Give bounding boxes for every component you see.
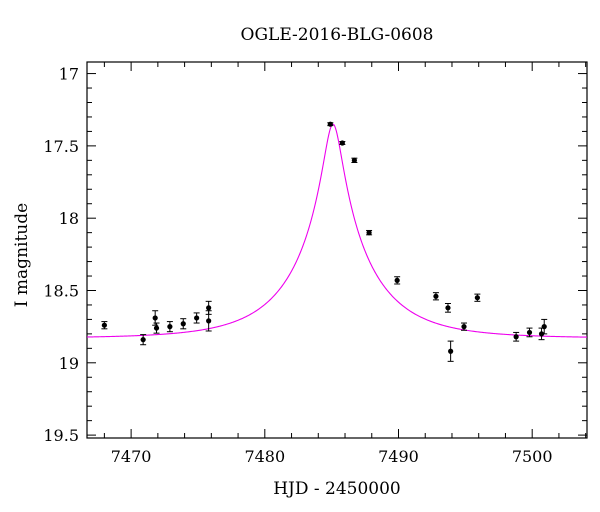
- data-point: [140, 337, 146, 343]
- data-point: [167, 324, 173, 330]
- plot-area: 7470 7480 7490 7500 17 17.5 18 18.5 19 19.5: [43, 61, 588, 466]
- y-tick-label: 17: [59, 65, 79, 84]
- x-tick-label: 7470: [111, 447, 152, 466]
- y-tick-label: 17.5: [43, 137, 79, 156]
- data-point: [461, 324, 467, 330]
- data-point: [448, 348, 454, 354]
- data-point: [180, 321, 186, 327]
- y-tick-label: 19: [59, 354, 79, 373]
- data-point: [206, 318, 212, 324]
- data-point: [526, 329, 533, 336]
- x-tick-label: 7490: [378, 447, 419, 466]
- data-point: [394, 277, 400, 283]
- y-tick-label: 18: [59, 209, 79, 228]
- data-point: [153, 325, 160, 331]
- x-tick-label: 7480: [244, 447, 285, 466]
- y-tick-label: 18.5: [43, 281, 79, 300]
- data-point: [366, 230, 372, 236]
- data-point: [541, 324, 547, 330]
- model-curve: [87, 123, 587, 338]
- plot-frame: [86, 61, 588, 439]
- x-axis-label: HJD - 2450000: [273, 479, 401, 499]
- data-point: [152, 315, 158, 321]
- y-tick-label: 19.5: [43, 426, 79, 445]
- data-point: [433, 293, 439, 299]
- data-point: [194, 315, 200, 321]
- chart-title: OGLE-2016-BLG-0608: [241, 25, 434, 45]
- data-point: [339, 140, 345, 146]
- data-point: [513, 334, 519, 340]
- y-axis-label: I magnitude: [12, 203, 32, 307]
- data-point: [351, 157, 357, 163]
- data-point: [474, 295, 480, 301]
- data-point: [327, 121, 333, 127]
- data-point: [206, 305, 212, 311]
- data-point: [445, 305, 451, 311]
- x-tick-label: 7500: [512, 447, 553, 466]
- data-point: [101, 322, 107, 328]
